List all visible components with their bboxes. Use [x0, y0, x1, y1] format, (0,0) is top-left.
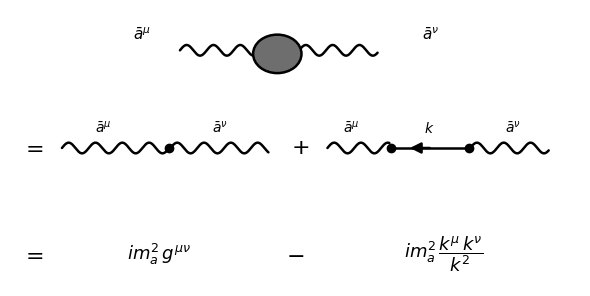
Text: $-$: $-$: [286, 244, 304, 265]
Text: $\bar{a}^{\nu}$: $\bar{a}^{\nu}$: [422, 26, 439, 43]
Text: $\bar{a}^{\mu}$: $\bar{a}^{\mu}$: [95, 120, 112, 136]
Text: $k$: $k$: [424, 120, 434, 136]
Text: $im_a^2\,g^{\mu\nu}$: $im_a^2\,g^{\mu\nu}$: [127, 242, 191, 267]
Text: $\bar{a}^{\mu}$: $\bar{a}^{\mu}$: [133, 26, 150, 43]
Text: $=$: $=$: [21, 244, 44, 265]
Text: $=$: $=$: [21, 138, 44, 158]
Text: $\bar{a}^{\nu}$: $\bar{a}^{\nu}$: [212, 120, 227, 136]
Ellipse shape: [253, 35, 301, 73]
Text: $\bar{a}^{\nu}$: $\bar{a}^{\nu}$: [506, 120, 521, 136]
Text: $\bar{a}^{\mu}$: $\bar{a}^{\mu}$: [343, 120, 359, 136]
Text: $+$: $+$: [291, 138, 309, 158]
Text: $im_a^2\,\dfrac{k^{\mu}\,k^{\nu}}{k^2}$: $im_a^2\,\dfrac{k^{\mu}\,k^{\nu}}{k^2}$: [404, 235, 484, 274]
